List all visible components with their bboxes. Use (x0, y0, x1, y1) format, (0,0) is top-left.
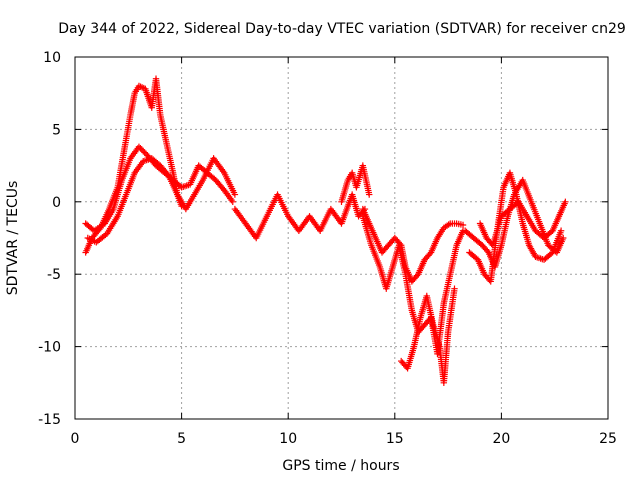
data-point (140, 147, 147, 155)
x-tick-label: 25 (599, 431, 617, 447)
y-tick-label: 5 (52, 122, 61, 138)
y-tick-label: -5 (47, 267, 61, 283)
data-point (231, 191, 239, 198)
series-track-j (466, 169, 565, 285)
grid (75, 57, 608, 419)
data-point (137, 145, 144, 152)
data-point (451, 285, 458, 292)
data-point (562, 198, 569, 205)
y-tick-label: 0 (52, 195, 61, 211)
data-point (141, 149, 148, 156)
data-point (138, 146, 146, 153)
data-points (82, 75, 569, 386)
x-tick-label: 0 (71, 431, 80, 447)
data-point (164, 171, 171, 178)
data-point (557, 227, 565, 234)
data-point (459, 221, 467, 229)
series-track-e (338, 162, 373, 205)
series-track-b (82, 143, 236, 234)
y-tick-label: 10 (43, 50, 61, 66)
series-track-k (476, 198, 569, 249)
x-tick-label: 5 (177, 431, 186, 447)
y-tick-label: -15 (38, 412, 61, 428)
series-track-a (82, 75, 185, 256)
data-point (413, 272, 421, 279)
axis-ticks: 0 5 10 15 20 25 -15 -10 -5 0 5 10 (38, 50, 617, 447)
x-tick-label: 20 (492, 431, 510, 447)
data-point (366, 191, 373, 198)
series-track-g (359, 213, 467, 358)
y-axis-label: SDTVAR / TECUs (5, 181, 21, 296)
series-track-f (359, 205, 467, 285)
data-point (229, 198, 236, 205)
chart-title: Day 344 of 2022, Sidereal Day-to-day VTE… (58, 21, 626, 37)
data-point (426, 250, 433, 258)
data-point (135, 143, 143, 150)
series-track-d (231, 191, 369, 242)
data-point (484, 247, 491, 255)
series-track-c (84, 155, 239, 246)
series-track-h (397, 285, 458, 386)
x-axis-label: GPS time / hours (282, 458, 399, 474)
plot-frame (74, 56, 609, 420)
data-point (560, 234, 567, 242)
x-tick-label: 10 (279, 431, 297, 447)
x-tick-label: 15 (386, 431, 404, 447)
y-tick-label: -10 (38, 340, 61, 356)
